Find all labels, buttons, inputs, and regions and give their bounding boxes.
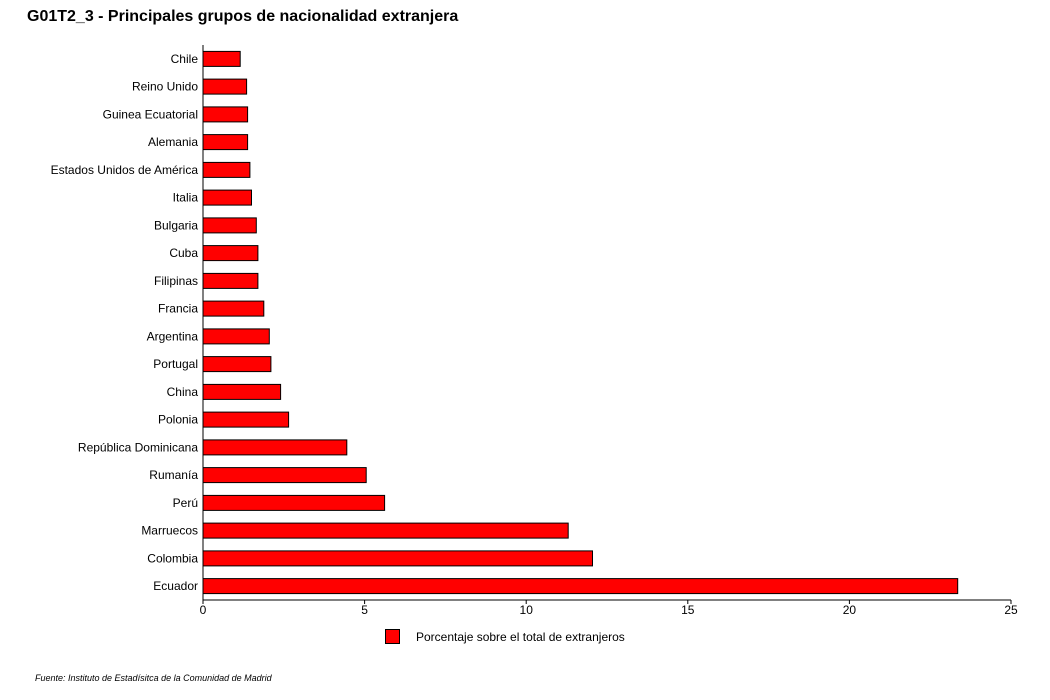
bar <box>202 245 259 262</box>
y-tick-label: Filipinas <box>154 274 198 288</box>
legend-label: Porcentaje sobre el total de extranjeros <box>416 629 625 644</box>
y-tick-label: Alemania <box>148 135 198 149</box>
y-tick-label: Reino Unido <box>132 80 198 94</box>
y-tick-label: Estados Unidos de América <box>51 163 199 177</box>
legend-swatch <box>385 629 400 644</box>
y-tick-label: Chile <box>171 52 199 66</box>
bar <box>202 50 241 67</box>
bar <box>202 411 290 428</box>
bar <box>202 272 259 289</box>
y-tick-label: Polonia <box>158 413 198 427</box>
bar <box>202 550 593 567</box>
y-tick-label: Ecuador <box>153 579 198 593</box>
x-tick-label: 25 <box>1004 603 1018 617</box>
bar <box>202 467 367 484</box>
chart-title: G01T2_3 - Principales grupos de nacional… <box>27 8 459 25</box>
bar <box>202 439 348 456</box>
y-tick-label: Francia <box>158 302 198 316</box>
y-tick-label: Guinea Ecuatorial <box>103 107 198 121</box>
y-tick-label: Portugal <box>153 357 198 371</box>
x-tick-label: 0 <box>200 603 207 617</box>
y-tick-label: Marruecos <box>141 524 198 538</box>
bar <box>202 217 257 234</box>
x-tick-label: 10 <box>520 603 534 617</box>
source-note: Fuente: Instituto de Estadísitca de la C… <box>35 673 272 683</box>
bar <box>202 328 270 345</box>
bar <box>202 578 959 595</box>
bar <box>202 383 282 400</box>
y-tick-label: República Dominicana <box>78 440 198 454</box>
y-tick-label: Cuba <box>169 246 198 260</box>
y-tick-label: Rumanía <box>149 468 198 482</box>
bars-layer <box>202 50 959 595</box>
bar <box>202 161 251 178</box>
bar <box>202 78 248 95</box>
bar <box>202 189 252 206</box>
y-tick-label: Perú <box>173 496 198 510</box>
bar <box>202 106 249 123</box>
x-tick-label: 20 <box>843 603 857 617</box>
x-tick-label: 5 <box>361 603 368 617</box>
y-tick-label: Bulgaria <box>154 218 198 232</box>
y-tick-label: Italia <box>173 191 199 205</box>
bar <box>202 300 265 317</box>
y-tick-label: China <box>167 385 199 399</box>
y-tick-label: Colombia <box>147 551 198 565</box>
y-tick-label: Argentina <box>147 329 199 343</box>
bar <box>202 134 249 151</box>
bar <box>202 494 386 511</box>
bar <box>202 356 272 373</box>
bar <box>202 522 569 539</box>
x-tick-label: 15 <box>681 603 695 617</box>
axes-layer: Chile Reino Unido Guinea Ecuatorial Alemani… <box>51 45 1018 617</box>
legend: Porcentaje sobre el total de extranjeros <box>385 629 625 644</box>
